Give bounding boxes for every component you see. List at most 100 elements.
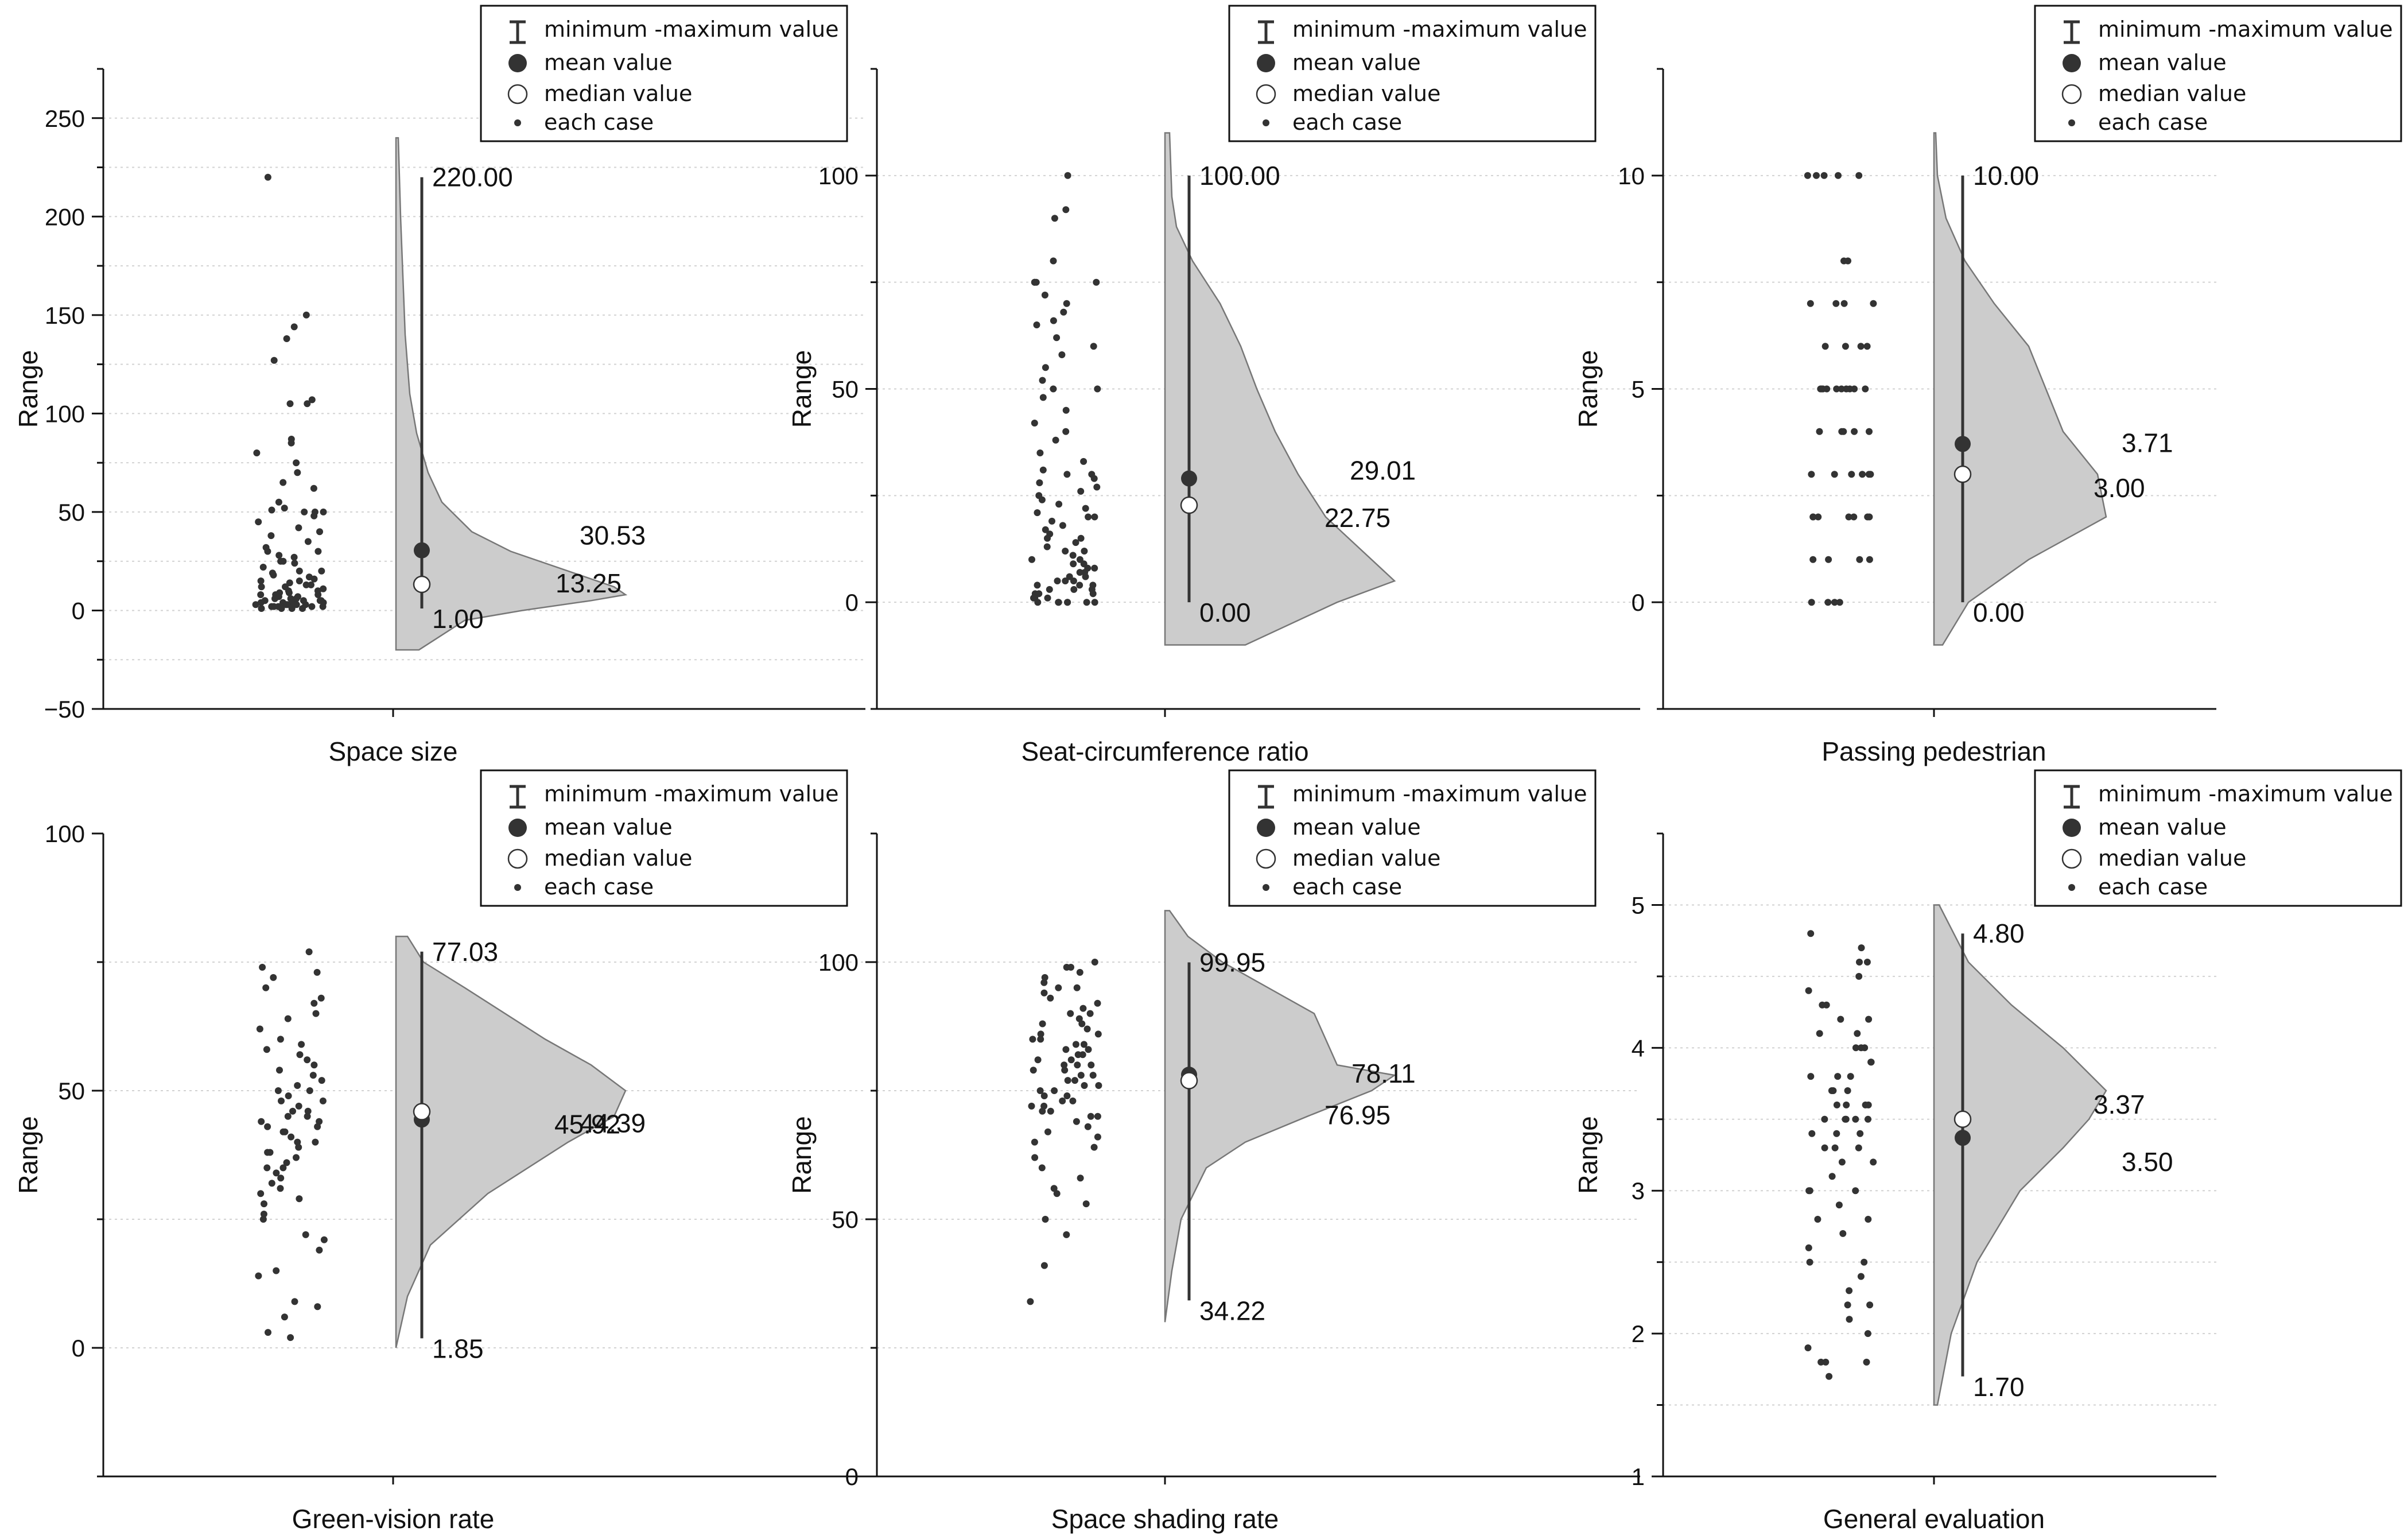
case-point: [1043, 543, 1051, 551]
case-point: [278, 605, 285, 612]
case-point: [295, 1102, 302, 1110]
case-point: [283, 335, 290, 342]
case-point: [1813, 172, 1820, 179]
case-point: [1044, 534, 1051, 542]
mean-value-label: 3.50: [2122, 1147, 2173, 1177]
case-point: [1062, 206, 1070, 214]
case-point: [285, 1092, 292, 1099]
case-point: [1856, 959, 1863, 966]
x-axis-label: Space size: [328, 736, 457, 766]
case-point: [302, 581, 310, 588]
max-value-label: 10.00: [1973, 161, 2039, 191]
legend-label-1: mean value: [2098, 50, 2227, 75]
legend: minimum -maximum value mean value median v…: [480, 5, 848, 142]
case-point: [257, 577, 265, 584]
case-point: [1028, 556, 1035, 563]
case-point: [268, 1180, 275, 1187]
legend-label-3: each case: [544, 110, 654, 135]
case-point: [276, 1067, 283, 1074]
case-point: [1077, 534, 1085, 542]
case-point: [293, 459, 300, 467]
legend-label-2: median value: [1292, 846, 1440, 871]
case-point: [1808, 1130, 1816, 1137]
case-point: [1805, 987, 1812, 994]
case-point: [289, 1107, 296, 1115]
case-point: [293, 601, 300, 608]
case-point: [1074, 1061, 1081, 1069]
case-point: [281, 1313, 288, 1321]
y-axis-label: Range: [1573, 350, 1603, 428]
case-point: [310, 512, 318, 520]
case-point: [1055, 599, 1062, 606]
case-point: [1822, 1358, 1830, 1366]
case-point: [270, 974, 277, 981]
case-point: [1050, 317, 1057, 324]
case-point: [1806, 1187, 1813, 1195]
case-point: [1870, 1158, 1877, 1166]
case-point: [1863, 959, 1871, 966]
case-point: [270, 356, 278, 364]
case-point: [1858, 944, 1865, 952]
legend-label-1: mean value: [1292, 50, 1421, 75]
case-point: [273, 1267, 280, 1274]
chart-panel-2: 0 5 10 Range Passing pedestrian 10.00 0.00 3.71…: [1573, 68, 2216, 766]
case-point: [1048, 517, 1055, 525]
case-point: [1040, 1262, 1048, 1269]
min-value-label: 34.22: [1199, 1296, 1265, 1325]
case-point: [1034, 599, 1042, 606]
case-point: [1862, 1101, 1869, 1108]
case-point: [1839, 1230, 1847, 1237]
legend-symbol-mean: [508, 819, 527, 837]
case-points: [1028, 172, 1101, 606]
case-point: [320, 508, 327, 515]
case-point: [1053, 1190, 1061, 1197]
case-point: [1054, 577, 1061, 584]
case-point: [1828, 1087, 1835, 1094]
case-point: [1857, 343, 1865, 350]
case-point: [273, 1169, 280, 1177]
case-point: [1808, 599, 1815, 606]
case-point: [1047, 994, 1054, 1002]
case-point: [1082, 1200, 1090, 1208]
case-point: [1034, 509, 1041, 517]
case-point: [1806, 1258, 1813, 1266]
case-point: [319, 603, 327, 610]
legend-symbol-median: [1256, 848, 1276, 869]
case-point: [1835, 172, 1842, 179]
case-point: [1060, 308, 1067, 316]
case-point: [285, 589, 293, 596]
y-axis-label: Range: [787, 350, 817, 428]
case-point: [270, 603, 278, 610]
case-point: [270, 571, 277, 579]
case-point: [312, 1010, 320, 1017]
case-point: [1029, 1036, 1036, 1043]
case-point: [1039, 377, 1046, 384]
case-point: [1846, 1316, 1853, 1323]
case-point: [1090, 475, 1098, 482]
y-tick-label: 0: [845, 589, 859, 616]
case-point: [313, 968, 321, 976]
legend-symbol-case: [2068, 884, 2075, 891]
max-value-label: 100.00: [1199, 161, 1280, 191]
case-point: [1866, 428, 1873, 435]
case-point: [288, 1133, 295, 1141]
case-point: [1838, 428, 1846, 435]
min-value-label: 1.85: [432, 1333, 484, 1363]
mean-value-label: 3.71: [2122, 428, 2173, 458]
legend-symbol-median: [2061, 84, 2082, 104]
legend-label-3: each case: [544, 874, 654, 900]
case-point: [1085, 1046, 1092, 1053]
case-point: [279, 1128, 287, 1135]
legend: minimum -maximum value mean value median v…: [2034, 769, 2402, 907]
case-point: [1846, 1287, 1853, 1294]
case-point: [1856, 556, 1863, 563]
case-point: [1816, 428, 1823, 435]
case-point: [1838, 385, 1845, 393]
case-point: [1833, 385, 1840, 393]
legend-symbol-case: [1263, 884, 1269, 891]
case-point: [1866, 556, 1873, 563]
y-tick-label: 150: [45, 302, 85, 329]
case-point: [293, 1154, 300, 1161]
case-point: [296, 567, 303, 575]
legend-symbol-mean: [2063, 819, 2081, 837]
